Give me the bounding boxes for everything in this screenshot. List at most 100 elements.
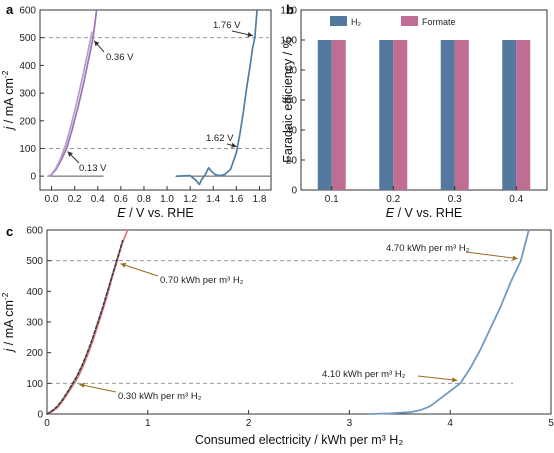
panel-b-y-tick-label: 120 [280, 6, 297, 17]
panel-b-bar-h2 [440, 40, 455, 190]
panel-a-x-tick-label: 0.8 [137, 194, 151, 205]
panel-a-annotation-1.76V: 1.76 V [213, 20, 241, 31]
panel-c-y-tick-label: 100 [26, 379, 43, 390]
panel-c-annotation-0.70: 0.70 kWh per m³ H₂ [160, 275, 244, 286]
panel-a-y-tick-label: 600 [19, 6, 36, 17]
panel-a-x-tick-label: 0.4 [91, 194, 105, 205]
panel-a-x-tick-label: 1.4 [206, 194, 220, 205]
panel-b-legend-label: H₂ [351, 17, 361, 27]
panel-c-annotation-4.70: 4.70 kWh per m³ H₂ [386, 243, 470, 254]
panel-b-bar-h2 [502, 40, 517, 190]
panel-a-annotation-0.13V: 0.13 V [79, 163, 107, 174]
panel-c-x-tick-label: 2 [246, 418, 252, 429]
panel-a-y-tick-label: 0 [30, 172, 36, 183]
panel-b-y-tick-label: 40 [286, 126, 298, 137]
panel-c-y-tick-label: 400 [26, 287, 43, 298]
panel-a-frame [39, 9, 272, 191]
panel-c-y-tick-label: 200 [26, 348, 43, 359]
panel-a-y-tick-label: 300 [19, 89, 36, 100]
panel-c-y-tick-label: 0 [37, 410, 43, 421]
panel-b-bar-h2 [379, 40, 394, 190]
panel-a-x-axis-label-part: / V vs. RHE [126, 206, 194, 220]
panel-b-x-axis-label: E / V vs. RHE [386, 206, 462, 220]
panel-b-x-tick-label: 0.2 [386, 194, 400, 205]
panel-c-x-tick-label: 5 [548, 418, 554, 429]
panel-a-annotation-1.62V: 1.62 V [206, 133, 234, 144]
panel-c-x-tick-label: 1 [145, 418, 151, 429]
panel-c-series-1 [46, 239, 124, 415]
panel-c-annotation-0.70-arrow-line [120, 263, 159, 277]
panel-a-y-tick-label: 400 [19, 61, 36, 72]
panel-a-series-0 [47, 9, 98, 178]
panel-a-series-2 [175, 9, 258, 186]
panel-c-y-axis-label-part: j [2, 347, 16, 353]
panel-a-x-tick-label: 0.0 [45, 194, 59, 205]
panel-c-annotation-4.70-arrow-head [512, 255, 518, 261]
panel-c-annotation-0.30: 0.30 kWh per m³ H₂ [118, 391, 202, 402]
panel-a-y-axis-label: j / mA cm-2 [0, 70, 16, 131]
panel-a-x-axis-label: E / V vs. RHE [117, 206, 193, 220]
panel-a-x-axis-label-part: E [117, 206, 126, 220]
panel-b-y-tick-label: 20 [286, 156, 298, 167]
panel-a-annotation-0.36V: 0.36 V [106, 52, 134, 63]
panel-c-y-axis-label: j / mA cm-2 [0, 292, 16, 353]
panel-b-bar-h2 [317, 40, 332, 190]
panel-b-y-axis-label: Faradaic efficiency / % [281, 37, 295, 163]
panel-c-annotation-4.10-arrow-head [452, 377, 458, 383]
panel-a-annotation-0.13V-arrow-head [67, 151, 73, 157]
panel-b-legend-label: Formate [422, 17, 456, 27]
panel-c-label: c [6, 224, 13, 239]
panel-c-x-axis-label: Consumed electricity / kWh per m³ H₂ [195, 433, 404, 447]
panel-c-annotation-0.30-arrow-line [79, 383, 117, 393]
panel-c-x-tick-label: 4 [447, 418, 453, 429]
panel-a-x-tick-label: 0.6 [114, 194, 128, 205]
panel-b-bar-formate [393, 40, 408, 190]
panel-a-y-axis-label-part: j [2, 125, 16, 131]
panel-b-bar-formate [516, 40, 531, 190]
panel-c-y-tick-label: 300 [26, 318, 43, 329]
panel-a-x-tick-label: 0.2 [68, 194, 82, 205]
panel-b-x-tick-label: 0.4 [509, 194, 523, 205]
panel-c-annotation-4.10-arrow-line [417, 375, 458, 381]
panel-a-y-tick-label: 500 [19, 33, 36, 44]
panel-a-annotation-1.76V-arrow-head [247, 32, 253, 38]
panel-a-y-tick-label: 200 [19, 116, 36, 127]
panel-b-y-tick-label: 60 [286, 96, 298, 107]
panel-b-x-tick-label: 0.3 [448, 194, 462, 205]
panel-b-x-axis-label-part: E [386, 206, 395, 220]
panel-c-y-axis-label-part: -2 [0, 292, 10, 300]
panel-a-y-axis-label-part: -2 [0, 70, 10, 78]
panel-a-label: a [6, 2, 14, 17]
panel-b-y-tick-label: 0 [291, 186, 297, 197]
panel-b-x-axis-label-part: / V vs. RHE [394, 206, 462, 220]
panel-b-legend-swatch [330, 16, 347, 26]
panel-b-bar-formate [331, 40, 346, 190]
panel-a-y-tick-label: 100 [19, 144, 36, 155]
panel-b-y-tick-label: 100 [280, 36, 297, 47]
panel-a-x-tick-label: 1.8 [252, 194, 266, 205]
panel-b-bar-formate [454, 40, 469, 190]
panel-c-annotation-0.30-arrow-head [79, 382, 85, 388]
panel-c-series-2 [368, 229, 530, 415]
panel-c-annotation-4.70-arrow-line [465, 251, 518, 260]
panel-a-x-tick-label: 1.6 [229, 194, 243, 205]
panel-a-annotation-0.36V-arrow-head [94, 40, 100, 47]
panel-c-annotation-0.70-arrow-head [120, 262, 127, 268]
panel-a-x-tick-label: 1.0 [160, 194, 174, 205]
panel-a-x-tick-label: 1.2 [183, 194, 197, 205]
panel-c-y-axis-label-part: / mA cm [2, 300, 16, 349]
panel-a-annotation-1.62V-arrow-head [231, 142, 237, 148]
panel-c-x-tick-label: 3 [347, 418, 353, 429]
panel-b-label: b [286, 2, 294, 17]
panel-b-x-tick-label: 0.1 [325, 194, 339, 205]
panel-b-y-tick-label: 80 [286, 66, 298, 77]
panel-a-y-axis-label-part: / mA cm [2, 78, 16, 127]
panel-c-y-tick-label: 600 [26, 226, 43, 237]
panel-c-annotation-4.10: 4.10 kWh per m³ H₂ [322, 369, 406, 380]
panel-a-series-1 [47, 31, 93, 178]
panel-b-legend-swatch [401, 16, 418, 26]
panel-c-x-tick-label: 0 [44, 418, 50, 429]
panel-c-frame [46, 229, 552, 415]
panel-c-y-tick-label: 500 [26, 256, 43, 267]
